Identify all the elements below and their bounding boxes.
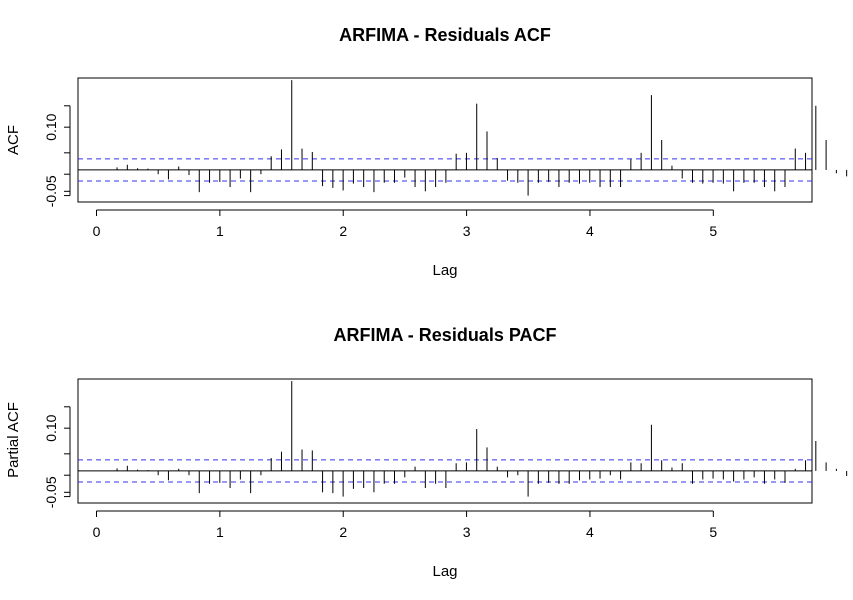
pacf-x-tick-label: 4: [586, 524, 594, 540]
pacf-x-tick-label: 2: [339, 524, 347, 540]
pacf-panel: ARFIMA - Residuals PACF Lag Partial ACF …: [5, 325, 848, 580]
acf-plot-frame: [77, 77, 813, 203]
acf-x-tick-label: 5: [709, 223, 717, 239]
pacf-x-tick-label: 3: [463, 524, 471, 540]
acf-x-tick-label: 4: [586, 223, 594, 239]
pacf-chart-title: ARFIMA - Residuals PACF: [333, 325, 556, 345]
acf-chart-title: ARFIMA - Residuals ACF: [339, 25, 551, 45]
acf-x-tick-label: 0: [93, 223, 101, 239]
pacf-y-tick-label: 0.10: [43, 414, 59, 441]
acf-x-tick-label: 3: [463, 223, 471, 239]
pacf-y-tick-label: -0.05: [43, 476, 59, 508]
pacf-x-tick-label: 0: [93, 524, 101, 540]
acf-x-axis-label: Lag: [432, 262, 457, 279]
acf-y-tick-label: 0.10: [43, 113, 59, 140]
pacf-x-axis-label: Lag: [432, 563, 457, 580]
acf-y-axis-label: ACF: [5, 125, 22, 155]
acf-marks: 0 1 2 3 4 5 -0.05 0.10: [43, 77, 848, 239]
acf-y-tick-label: -0.05: [43, 175, 59, 207]
acf-x-tick-label: 1: [216, 223, 224, 239]
pacf-x-tick-label: 1: [216, 524, 224, 540]
acf-x-tick-label: 2: [339, 223, 347, 239]
pacf-x-tick-label: 5: [709, 524, 717, 540]
pacf-y-axis-label: Partial ACF: [5, 402, 22, 478]
acf-panel: ARFIMA - Residuals ACF Lag ACF 0 1 2 3 4 5 -0.…: [5, 25, 848, 279]
pacf-plot-frame: [77, 378, 813, 504]
pacf-marks: 0 1 2 3 4 5 -0.05 0.10: [43, 378, 848, 540]
